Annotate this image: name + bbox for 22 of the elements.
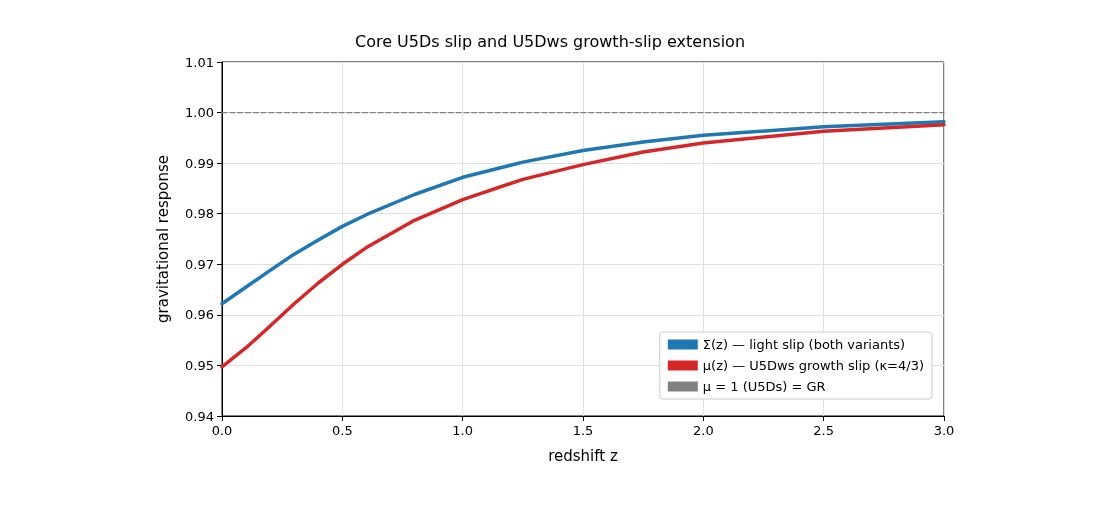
x-tick-label: 0.0 <box>211 423 233 438</box>
legend-label: Σ(z) — light slip (both variants) <box>702 337 906 352</box>
x-tick-label: 2.0 <box>692 423 714 438</box>
x-tick-label: 1.5 <box>572 423 594 438</box>
legend-label: μ = 1 (U5Ds) = GR <box>702 379 826 394</box>
x-tick-label: 2.5 <box>813 423 835 438</box>
x-tick-label: 0.5 <box>331 423 353 438</box>
legend-label: μ(z) — U5Dws growth slip (κ=4/3) <box>702 358 924 373</box>
line-series <box>220 119 946 306</box>
x-tick-label: 3.0 <box>933 423 955 438</box>
x-axis-title: redshift z <box>548 446 618 465</box>
y-tick-label: 0.95 <box>185 357 214 373</box>
y-tick-label: 0.97 <box>185 256 214 272</box>
y-tick-label: 0.96 <box>185 307 214 323</box>
y-tick-label: 1.01 <box>185 54 214 70</box>
y-tick-label: 0.99 <box>185 155 214 171</box>
y-tick-label: 0.98 <box>185 206 214 222</box>
x-tick-label: 1.0 <box>452 423 474 438</box>
y-tick-label: 1.00 <box>185 105 214 121</box>
y-tick-label: 0.94 <box>185 408 214 424</box>
y-axis-title: gravitational response <box>153 155 172 323</box>
chart-title: Core U5Ds slip and U5Dws growth-slip extension <box>354 31 746 51</box>
